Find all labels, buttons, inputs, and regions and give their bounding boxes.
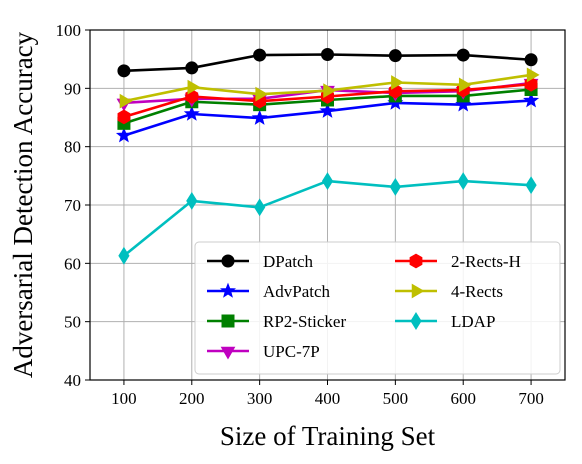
legend-item-dpatch: DPatch xyxy=(207,252,314,271)
x-tick-label: 300 xyxy=(247,389,273,408)
legend-item-2-rects-h: 2-Rects-H xyxy=(395,252,521,271)
legend-item-rp2-sticker: RP2-Sticker xyxy=(207,312,346,331)
data-point-advpatch xyxy=(523,92,540,108)
series-ldap xyxy=(118,172,537,265)
data-point-ldap xyxy=(118,246,130,265)
series-group xyxy=(115,48,540,265)
legend-item-advpatch: AdvPatch xyxy=(207,282,331,301)
data-point-4-rects xyxy=(187,79,201,95)
x-axis-title: Size of Training Set xyxy=(220,421,436,451)
legend-marker-dpatch xyxy=(221,254,235,268)
data-point-4-rects xyxy=(458,77,472,93)
data-point-4-rects xyxy=(526,67,540,83)
legend-label: 4-Rects xyxy=(451,282,503,301)
data-point-4-rects xyxy=(119,93,133,109)
data-point-ldap xyxy=(457,172,469,191)
legend-item-upc-7p: UPC-7P xyxy=(207,342,320,361)
data-point-2-rects-h xyxy=(117,109,131,125)
series-dpatch xyxy=(117,48,538,78)
data-point-ldap xyxy=(254,198,266,217)
legend-item-4-rects: 4-Rects xyxy=(395,282,503,301)
x-tick-label: 100 xyxy=(111,389,137,408)
data-point-dpatch xyxy=(117,64,131,78)
legend-label: 2-Rects-H xyxy=(451,252,521,271)
legend-marker-4-rects xyxy=(411,283,425,299)
x-tick-label: 200 xyxy=(179,389,205,408)
data-point-ldap xyxy=(525,176,537,195)
legend-marker-ldap xyxy=(410,312,422,330)
y-tick-label: 50 xyxy=(64,313,81,332)
legend-label: DPatch xyxy=(263,252,314,271)
x-tick-label: 500 xyxy=(383,389,409,408)
legend-marker-advpatch xyxy=(220,282,236,298)
legend-label: RP2-Sticker xyxy=(263,312,346,331)
y-tick-label: 40 xyxy=(64,371,81,390)
data-point-dpatch xyxy=(185,61,199,75)
data-point-ldap xyxy=(321,172,334,191)
axis-ticks: 100 200 300 400 500 600 700 40 50 60 70 80 90 100 xyxy=(56,21,544,408)
data-point-ldap xyxy=(186,191,198,210)
y-tick-label: 60 xyxy=(64,254,81,273)
x-tick-label: 700 xyxy=(518,389,544,408)
y-tick-label: 100 xyxy=(56,21,82,40)
y-tick-label: 90 xyxy=(64,79,81,98)
data-point-4-rects xyxy=(255,86,269,102)
data-point-advpatch xyxy=(183,105,200,121)
data-point-dpatch xyxy=(524,53,538,67)
data-point-4-rects xyxy=(391,75,404,90)
data-point-advpatch xyxy=(251,109,268,125)
x-tick-label: 400 xyxy=(315,389,341,408)
legend-box xyxy=(194,241,561,375)
data-point-ldap xyxy=(389,177,401,196)
x-tick-label: 600 xyxy=(450,389,476,408)
legend-item-ldap: LDAP xyxy=(395,312,495,331)
data-point-advpatch xyxy=(115,127,132,143)
legend-label: AdvPatch xyxy=(263,282,331,301)
data-point-4-rects xyxy=(323,83,337,99)
legend-marker-upc-7p xyxy=(220,346,236,360)
y-axis-title: Adversarial Detection Accuracy xyxy=(8,31,38,378)
data-point-dpatch xyxy=(321,48,334,61)
legend-label: UPC-7P xyxy=(263,342,320,361)
legend-marker-rp2-sticker xyxy=(221,314,235,328)
y-tick-label: 80 xyxy=(64,138,81,157)
legend-label: LDAP xyxy=(451,312,495,331)
series-4-rects xyxy=(119,67,540,109)
legend: DPatch AdvPatch RP2-Sticker UPC-7P 2-Rects-H… xyxy=(194,241,561,375)
data-point-dpatch xyxy=(253,48,267,62)
y-tick-label: 70 xyxy=(64,196,81,215)
data-point-dpatch xyxy=(388,49,402,63)
data-point-dpatch xyxy=(456,48,470,62)
legend-marker-2-rects-h xyxy=(409,253,423,269)
data-point-advpatch xyxy=(319,102,336,118)
